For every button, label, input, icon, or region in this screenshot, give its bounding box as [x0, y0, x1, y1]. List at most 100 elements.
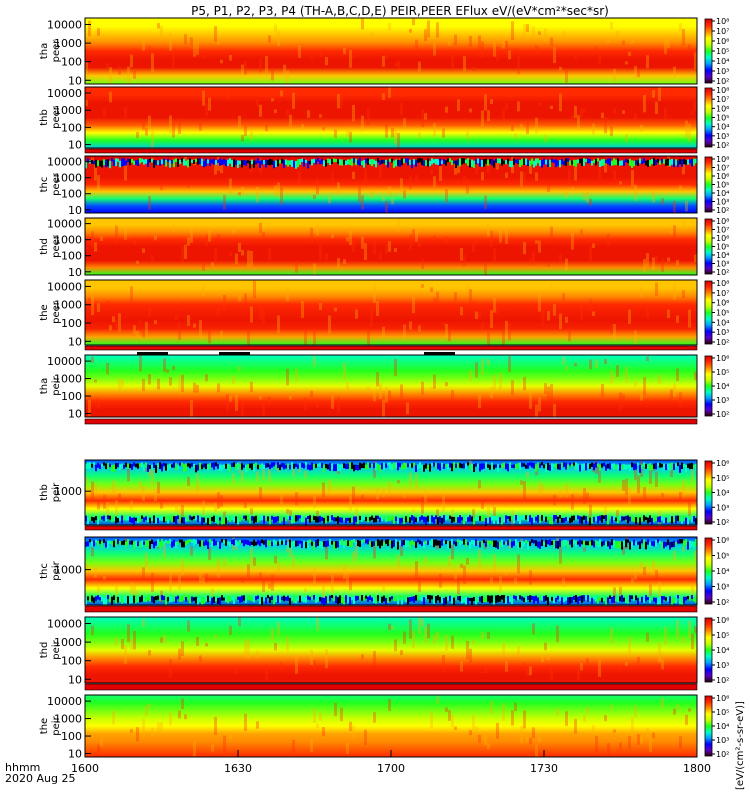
y-label-probe: thc: [39, 563, 50, 579]
texture-streak: [439, 573, 442, 588]
texture-streak: [544, 383, 547, 395]
noise-cell: [407, 515, 409, 522]
noise-cell: [285, 596, 287, 601]
noise-cell: [601, 597, 603, 603]
texture-streak: [526, 736, 529, 744]
noise-cell: [275, 516, 277, 523]
noise-cell: [609, 541, 611, 550]
noise-cell: [655, 462, 657, 470]
noise-cell: [655, 159, 657, 166]
noise-cell: [277, 516, 279, 522]
noise-cell: [135, 540, 137, 548]
noise-cell: [111, 541, 113, 545]
noise-cell: [435, 515, 437, 520]
texture-streak: [463, 56, 466, 72]
texture-streak: [331, 234, 334, 239]
texture-streak: [169, 33, 172, 51]
texture-streak: [424, 490, 427, 503]
panel-frame: [84, 217, 698, 276]
noise-cell: [261, 597, 263, 605]
colorbar-tick-label: 10⁵: [716, 552, 729, 561]
texture-streak: [631, 577, 634, 586]
texture-streak: [259, 222, 262, 234]
colorbar-tick-label: 10⁴: [716, 567, 729, 576]
texture-streak: [397, 60, 400, 70]
texture-streak: [394, 358, 397, 377]
texture-streak: [382, 55, 385, 67]
texture-streak: [322, 482, 325, 498]
texture-streak: [130, 728, 133, 733]
noise-cell: [537, 515, 539, 523]
texture-streak: [106, 502, 109, 518]
texture-streak: [499, 226, 502, 243]
noise-cell: [417, 539, 419, 543]
noise-cell: [337, 541, 339, 548]
texture-streak: [403, 324, 406, 338]
noise-cell: [319, 462, 321, 467]
noise-cell: [193, 463, 195, 469]
texture-streak: [673, 66, 676, 77]
noise-cell: [297, 540, 299, 547]
texture-streak: [337, 94, 340, 109]
colorbar: [704, 460, 713, 525]
noise-cell: [113, 595, 115, 601]
noise-cell: [113, 540, 115, 548]
y-label-probe: thb: [39, 109, 50, 126]
texture-streak: [112, 316, 115, 323]
texture-streak: [535, 404, 538, 417]
noise-cell: [187, 539, 189, 545]
noise-cell: [551, 463, 553, 471]
noise-cell: [393, 160, 395, 168]
texture-streak: [472, 300, 475, 305]
noise-cell: [489, 517, 491, 524]
texture-streak: [598, 54, 601, 65]
texture-streak: [295, 654, 298, 674]
texture-streak: [85, 246, 88, 250]
texture-streak: [502, 703, 505, 722]
noise-cell: [679, 539, 681, 544]
noise-cell: [119, 595, 121, 603]
texture-streak: [547, 310, 550, 321]
noise-cell: [155, 595, 157, 601]
texture-streak: [331, 395, 334, 409]
noise-cell: [295, 540, 297, 547]
noise-cell: [357, 464, 359, 471]
noise-cell: [661, 596, 663, 604]
colorbar-tick-label: 10³: [716, 67, 729, 76]
texture-streak: [640, 562, 643, 569]
texture-streak: [529, 391, 532, 409]
noise-cell: [169, 160, 171, 168]
noise-cell: [329, 539, 331, 545]
y-tick-label: 10: [68, 204, 82, 217]
texture-streak: [658, 581, 661, 600]
texture-streak: [691, 633, 694, 650]
noise-cell: [507, 463, 509, 472]
noise-cell: [89, 515, 91, 521]
noise-cell: [617, 541, 619, 549]
noise-cell: [203, 541, 205, 546]
noise-cell: [253, 160, 255, 168]
texture-streak: [640, 460, 643, 477]
noise-cell: [585, 516, 587, 524]
texture-streak: [469, 35, 472, 47]
noise-cell: [537, 462, 539, 470]
texture-streak: [166, 369, 169, 373]
texture-streak: [445, 236, 448, 243]
noise-cell: [91, 541, 93, 546]
noise-cell: [475, 597, 477, 605]
noise-cell: [467, 517, 469, 522]
noise-cell: [617, 517, 619, 524]
texture-streak: [490, 310, 493, 329]
noise-cell: [549, 159, 551, 168]
texture-streak: [511, 710, 514, 726]
noise-cell: [215, 540, 217, 546]
noise-cell: [271, 159, 273, 165]
noise-cell: [595, 159, 597, 166]
noise-cell: [675, 541, 677, 546]
texture-streak: [607, 233, 610, 247]
noise-cell: [91, 464, 93, 468]
noise-cell: [643, 462, 645, 467]
texture-streak: [388, 623, 391, 631]
texture-streak: [217, 308, 220, 315]
colorbar-tick-label: 10⁶: [716, 536, 729, 545]
